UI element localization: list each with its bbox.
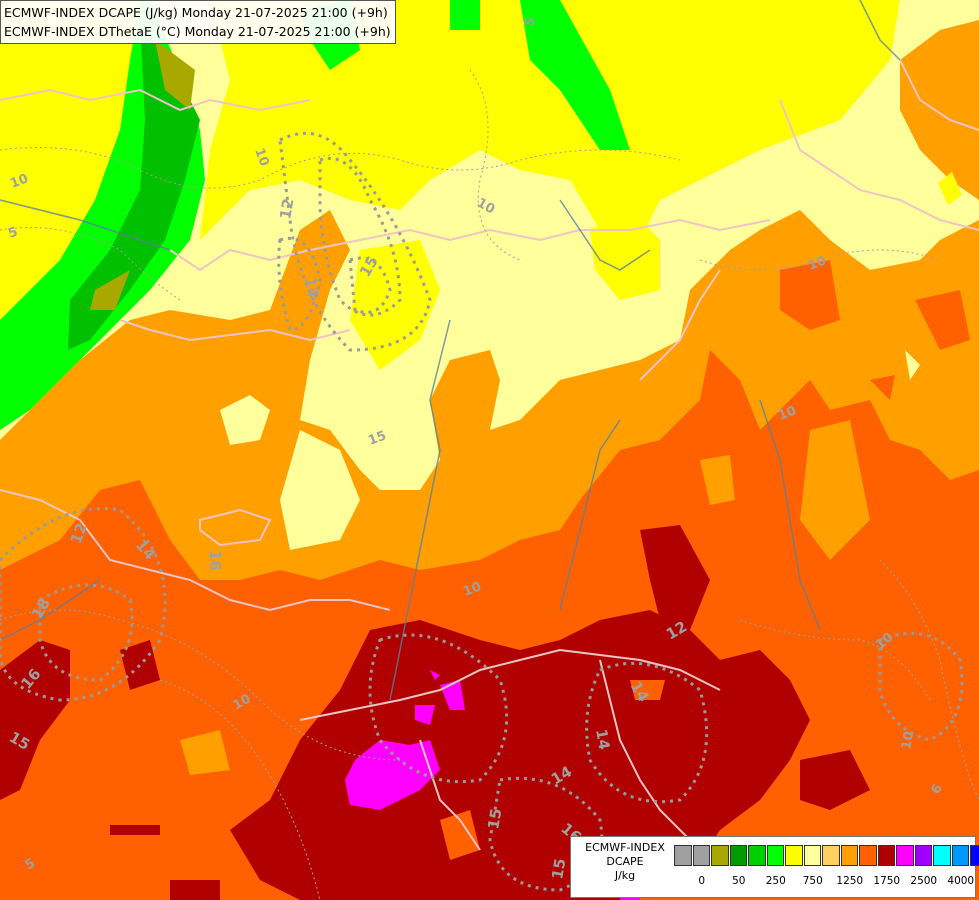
- dcape-region-darkred-2: [640, 525, 710, 630]
- legend-tick-label: 250: [765, 875, 786, 887]
- dcape-region-lightyellow-1: [220, 395, 270, 445]
- contour-label: 10: [776, 403, 798, 423]
- contour-label: 10: [461, 579, 483, 599]
- legend-swatch: [711, 845, 729, 866]
- legend-title-param: DCAPE: [606, 855, 644, 868]
- dcape-small-yellow-spot: [822, 12, 962, 205]
- dcape-region-magenta: [345, 670, 465, 810]
- legend-swatches: [674, 845, 979, 866]
- contour-label: 14: [301, 276, 322, 300]
- dcape-region-lightyellow-2: [280, 430, 360, 550]
- contour-label: 16: [206, 550, 224, 571]
- thetae-contours: [0, 131, 964, 892]
- legend-swatch: [933, 845, 951, 866]
- map-title-dthetae: ECMWF-INDEX DThetaE (°C) Monday 21-07-20…: [4, 24, 391, 39]
- legend-swatch: [970, 845, 979, 866]
- legend-ticks: 0 50 250 750 1250 1750 2500 4000: [674, 875, 974, 889]
- legend-swatch: [692, 845, 710, 866]
- legend-title-model: ECMWF-INDEX: [585, 841, 665, 854]
- contour-label: 15: [484, 807, 505, 831]
- legend-swatch: [822, 845, 840, 866]
- contour-label: 15: [366, 428, 388, 448]
- contour-label: 15: [548, 857, 569, 881]
- dcape-region-olive: [90, 40, 195, 310]
- contour-label: 14: [592, 728, 613, 752]
- dcape-region-green-north: [300, 0, 630, 150]
- color-legend: ECMWF-INDEX DCAPE J/kg 0 50 250 750 1250 1750…: [570, 836, 979, 898]
- dcape-region-yellow-west: [0, 0, 140, 320]
- map-title-dcape: ECMWF-INDEX DCAPE (J/kg) Monday 21-07-20…: [4, 5, 388, 20]
- contour-label: 12: [276, 197, 297, 221]
- legend-swatch: [951, 845, 969, 866]
- dcape-region-darkred-3: [0, 640, 160, 800]
- dcape-region-orange-inner: [440, 680, 665, 860]
- legend-swatch: [877, 845, 895, 866]
- legend-tick-label: 750: [802, 875, 823, 887]
- legend-tick-label: 1750: [873, 875, 901, 887]
- contour-label: 10: [8, 171, 30, 191]
- map-title-box: ECMWF-INDEX DCAPE (J/kg) Monday 21-07-20…: [0, 0, 396, 44]
- contour-label: 5: [522, 16, 538, 28]
- legend-swatch: [766, 845, 784, 866]
- contour-label: 10: [251, 146, 271, 168]
- contour-label: 10: [899, 730, 917, 750]
- legend-units: J/kg: [614, 869, 636, 882]
- dcape-region-darkred-main: [230, 610, 810, 900]
- country-borders: [0, 59, 979, 851]
- dcape-region-yellow-patch: [350, 210, 660, 370]
- legend-tick-label: 2500: [910, 875, 938, 887]
- thetae-contours-thin: [0, 69, 979, 900]
- dcape-region-yellow-north: [200, 0, 900, 240]
- legend-swatch: [785, 845, 803, 866]
- legend-swatch: [896, 845, 914, 866]
- legend-tick-label: 50: [732, 875, 746, 887]
- legend-swatch: [674, 845, 692, 866]
- rivers: [0, 0, 901, 701]
- legend-swatch: [914, 845, 932, 866]
- legend-swatch: [859, 845, 877, 866]
- dcape-region-orange-ne: [900, 20, 979, 200]
- dcape-region-redorange-ne: [780, 260, 970, 400]
- contour-label: 10: [806, 253, 828, 273]
- legend-tick-label: 1250: [836, 875, 864, 887]
- dcape-region-darkred-4: [110, 750, 870, 900]
- legend-tick-label: 0: [698, 875, 706, 887]
- legend-title: ECMWF-INDEX DCAPE J/kg: [575, 841, 675, 883]
- legend-swatch: [748, 845, 766, 866]
- legend-swatch: [840, 845, 858, 866]
- legend-swatch: [729, 845, 747, 866]
- legend-swatch: [803, 845, 821, 866]
- legend-tick-label: 4000: [947, 875, 975, 887]
